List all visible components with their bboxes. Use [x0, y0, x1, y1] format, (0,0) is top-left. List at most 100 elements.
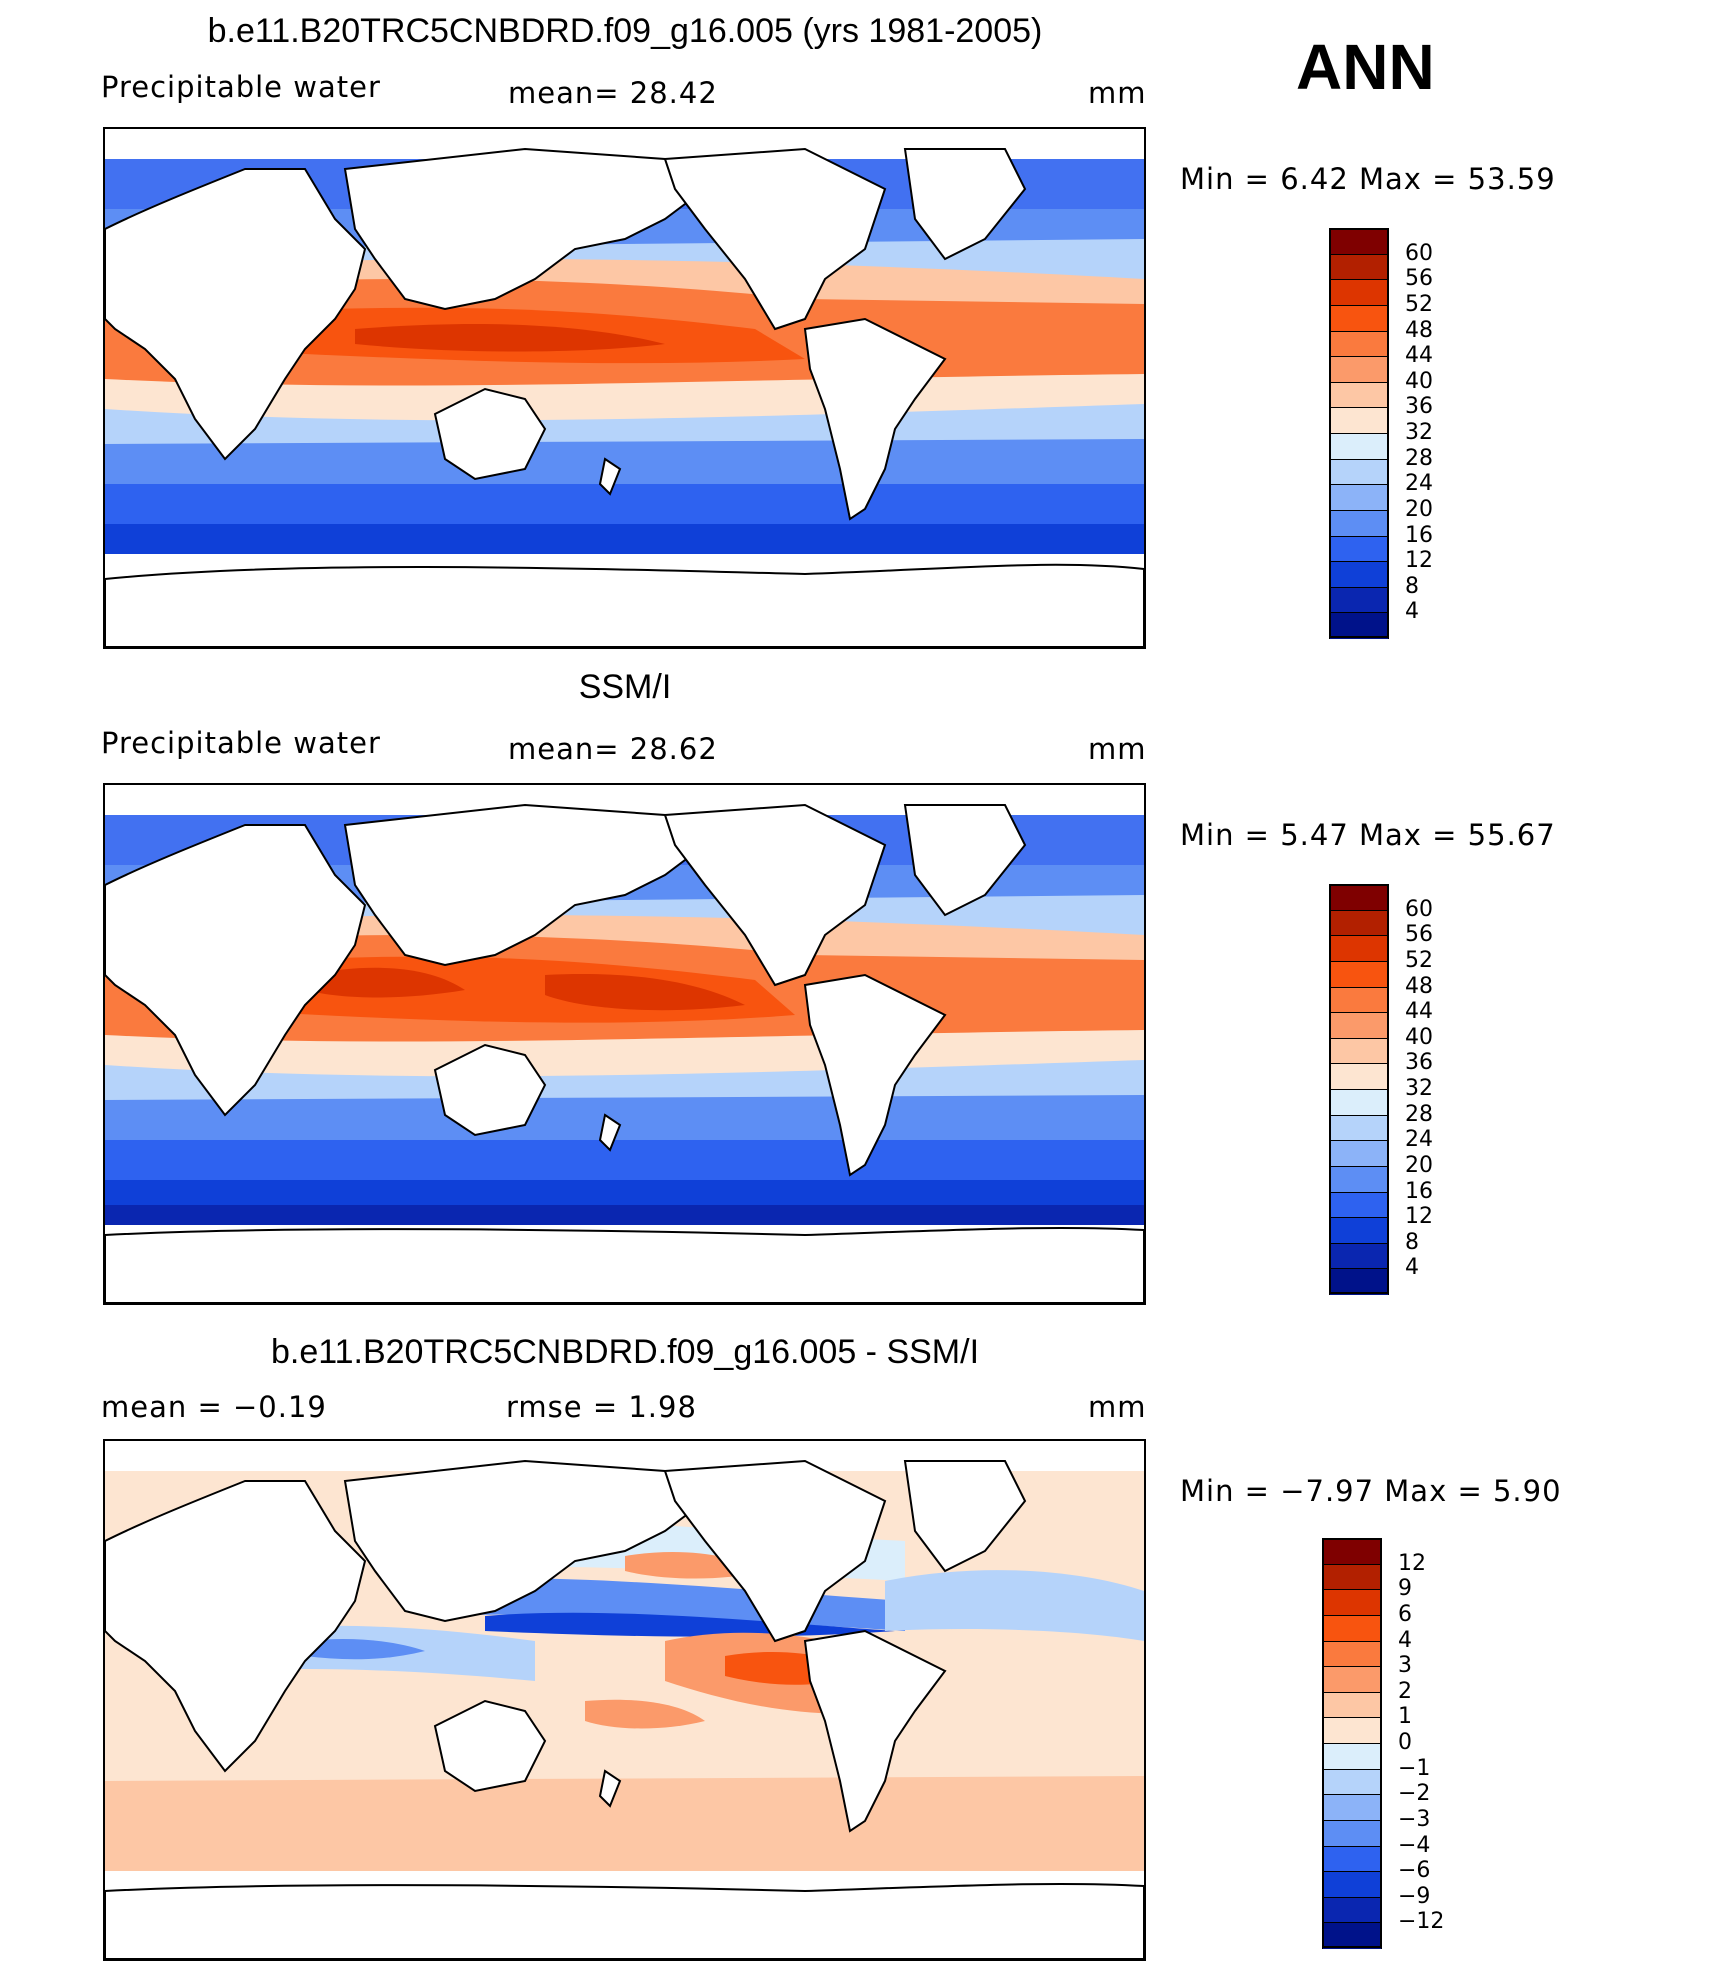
colorbar-tick-label: 52	[1405, 947, 1433, 973]
colorbar-tick-label: 9	[1398, 1576, 1412, 1602]
panel-1-mean: mean= 28.42	[508, 76, 718, 110]
colorbar-swatch	[1329, 935, 1389, 962]
panel-3-title: b.e11.B20TRC5CNBDRD.f09_g16.005 - SSM/I	[270, 1333, 980, 1371]
colorbar-tick-label: 28	[1405, 1101, 1433, 1127]
colorbar-swatch	[1329, 1217, 1389, 1244]
colorbar-tick-label: 2	[1398, 1678, 1412, 1704]
panel-3-units: mm	[1088, 1390, 1147, 1424]
colorbar-tick-label: 12	[1405, 548, 1433, 574]
panel-2-variable-label: Precipitable water	[101, 726, 381, 760]
colorbar-swatch	[1329, 330, 1389, 357]
colorbar-tick-label: 4	[1405, 1255, 1419, 1281]
panel-2-mean: mean= 28.62	[508, 732, 718, 766]
colorbar-swatch	[1329, 1268, 1389, 1295]
colorbar-swatch	[1329, 433, 1389, 460]
colorbar-swatch	[1322, 1538, 1382, 1565]
colorbar-tick-label: 28	[1405, 445, 1433, 471]
colorbar-tick-label: 56	[1405, 266, 1433, 292]
colorbar-swatch	[1329, 1089, 1389, 1116]
colorbar-tick-label: 40	[1405, 1024, 1433, 1050]
colorbar-tick-label: −2	[1398, 1781, 1431, 1807]
colorbar-tick-label: 12	[1405, 1204, 1433, 1230]
colorbar-tick-label: 20	[1405, 496, 1433, 522]
panel-3-map	[103, 1439, 1146, 1961]
colorbar-tick-label: 8	[1405, 1229, 1419, 1255]
panel-3-rmse: rmse = 1.98	[506, 1390, 697, 1424]
colorbar-tick-label: 52	[1405, 291, 1433, 317]
colorbar-tick-label: 24	[1405, 471, 1433, 497]
colorbar-swatch	[1329, 535, 1389, 562]
colorbar-swatch	[1322, 1743, 1382, 1770]
colorbar-tick-label: 48	[1405, 317, 1433, 343]
colorbar-tick-label: 44	[1405, 999, 1433, 1025]
panel-1-units: mm	[1088, 76, 1147, 110]
colorbar-swatch	[1329, 884, 1389, 911]
colorbar-frame	[1329, 884, 1389, 1294]
colorbar-tick-label: 32	[1405, 1076, 1433, 1101]
colorbar-swatch	[1322, 1640, 1382, 1667]
panel-3-minmax: Min = −7.97 Max = 5.90	[1180, 1474, 1562, 1508]
colorbar-swatch	[1329, 407, 1389, 434]
colorbar-swatch	[1329, 228, 1389, 255]
panel-3-map-svg	[105, 1441, 1144, 1959]
colorbar-tick-label: 40	[1405, 368, 1433, 394]
colorbar-tick-label: 16	[1405, 1178, 1433, 1204]
panel-3-mean: mean = −0.19	[101, 1390, 327, 1424]
panel-3-colorbar: 12 9 6 4 3 2 1 0 −1 −2 −3 −4 −6 −9 −12	[1322, 1538, 1444, 1949]
panel-1-title: b.e11.B20TRC5CNBDRD.f09_g16.005 (yrs 198…	[207, 12, 1043, 50]
panel-2-map-svg	[105, 785, 1144, 1303]
colorbar-swatch	[1322, 1871, 1382, 1898]
colorbar-frame	[1329, 228, 1389, 638]
colorbar-tick-label: 8	[1405, 573, 1419, 599]
colorbar-tick-label: 44	[1405, 343, 1433, 369]
colorbar-tick-label: −9	[1398, 1883, 1431, 1909]
colorbar-tick-label: −6	[1398, 1858, 1431, 1884]
colorbar-tick-label: 60	[1405, 896, 1433, 922]
colorbar-tick-label: 4	[1398, 1627, 1412, 1653]
colorbar-swatch	[1329, 960, 1389, 987]
panel-2-map	[103, 783, 1146, 1305]
colorbar-tick-label: 24	[1405, 1127, 1433, 1153]
colorbar-swatch	[1329, 484, 1389, 511]
panel-1-minmax: Min = 6.42 Max = 53.59	[1180, 162, 1556, 196]
colorbar-tick-label: 3	[1398, 1653, 1412, 1679]
panel-2-minmax: Min = 5.47 Max = 55.67	[1180, 818, 1556, 852]
panel-1-map	[103, 127, 1146, 649]
colorbar-swatch	[1329, 1037, 1389, 1064]
colorbar-tick-label: 20	[1405, 1152, 1433, 1178]
colorbar-tick-label: 1	[1398, 1704, 1412, 1730]
colorbar-tick-label: 16	[1405, 522, 1433, 548]
colorbar-tick-label: 0	[1398, 1730, 1412, 1755]
colorbar-tick-label: 48	[1405, 973, 1433, 999]
colorbar-swatch	[1329, 1165, 1389, 1192]
colorbar-swatch	[1329, 1012, 1389, 1039]
colorbar-swatch	[1329, 279, 1389, 306]
colorbar-swatch	[1322, 1717, 1382, 1744]
colorbar-tick-label: −4	[1398, 1832, 1431, 1858]
colorbar-tick-label: 56	[1405, 922, 1433, 948]
colorbar-tick-label: 32	[1405, 420, 1433, 445]
panel-1-map-svg	[105, 129, 1144, 647]
colorbar-tick-label: −3	[1398, 1806, 1431, 1832]
colorbar-tick-label: −1	[1398, 1755, 1431, 1781]
panel-1-variable-label: Precipitable water	[101, 70, 381, 104]
colorbar-tick-label: 4	[1405, 599, 1419, 625]
colorbar-swatch	[1322, 1819, 1382, 1846]
colorbar-tick-label: 36	[1405, 1050, 1433, 1076]
panel-2-units: mm	[1088, 732, 1147, 766]
colorbar-tick-label: 6	[1398, 1601, 1412, 1627]
colorbar-swatch	[1329, 586, 1389, 613]
season-label: ANN	[1296, 31, 1435, 103]
colorbar-tick-label: 36	[1405, 394, 1433, 420]
colorbar-swatch	[1322, 1614, 1382, 1641]
colorbar-frame	[1322, 1538, 1382, 1948]
colorbar-swatch	[1329, 612, 1389, 639]
colorbar-tick-label: 60	[1405, 240, 1433, 266]
colorbar-swatch	[1329, 1063, 1389, 1090]
colorbar-swatch	[1322, 1691, 1382, 1718]
panel-2-colorbar: 60 56 52 48 44 40 36 32 28 24 20 16 12 8 4	[1329, 884, 1433, 1295]
colorbar-swatch	[1329, 1140, 1389, 1167]
panel-1-colorbar: 60 56 52 48 44 40 36 32 28 24 20 16 12 8 4	[1329, 228, 1433, 639]
panel-2-title: SSM/I	[578, 668, 672, 706]
colorbar-tick-label: −12	[1398, 1909, 1445, 1935]
